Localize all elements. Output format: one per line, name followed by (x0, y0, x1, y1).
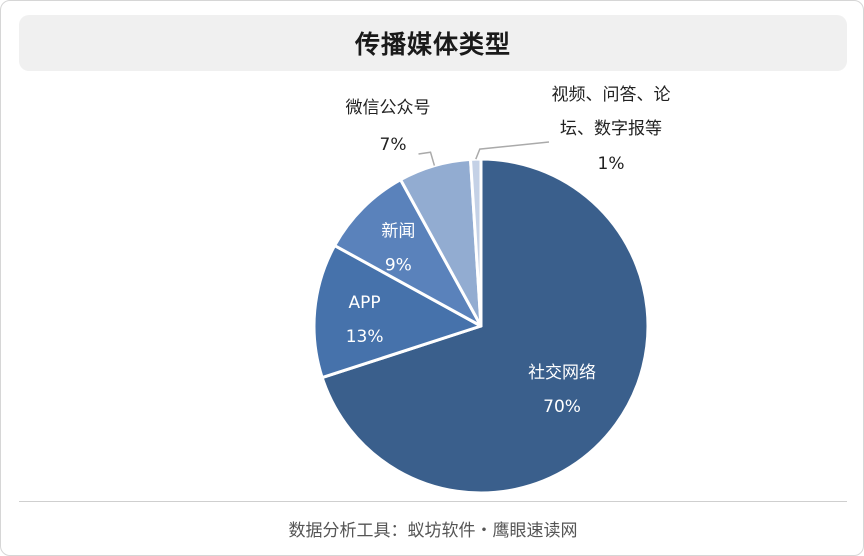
pie-chart: 社交网络 70% APP 13% 新闻 9% 微信公众号 7% 视频、问答、论坛、数字报等 1% (312, 85, 671, 495)
chart-title: 传播媒体类型 (354, 30, 511, 59)
slice-label-3: 微信公众号 (346, 98, 431, 118)
slice-label-4-line-2: 坛、数字报等 (560, 119, 662, 139)
pie-slice-0 (320, 157, 650, 495)
leader-line-3 (418, 151, 436, 166)
slice-value-0: 70% (543, 397, 581, 417)
slice-value-2: 9% (385, 255, 412, 275)
title-bar: 传播媒体类型 (19, 15, 847, 71)
pie-slice-1 (312, 244, 483, 380)
slice-label-2: 新闻 (381, 221, 415, 241)
slice-label-0: 社交网络 (528, 363, 596, 383)
pie-slice-2 (333, 178, 483, 328)
slice-value-1: 13% (346, 327, 384, 347)
footer-source: 数据分析工具：蚁坊软件・鹰眼速读网 (288, 521, 578, 541)
leader-line-4 (475, 141, 550, 160)
slice-value-4: 1% (598, 154, 625, 174)
pie-slice-4 (469, 157, 483, 328)
footer-divider (19, 501, 847, 502)
slice-label-1: APP (349, 293, 381, 313)
slice-value-3: 7% (380, 135, 407, 155)
slice-label-4-line-1: 视频、问答、论 (552, 85, 671, 105)
